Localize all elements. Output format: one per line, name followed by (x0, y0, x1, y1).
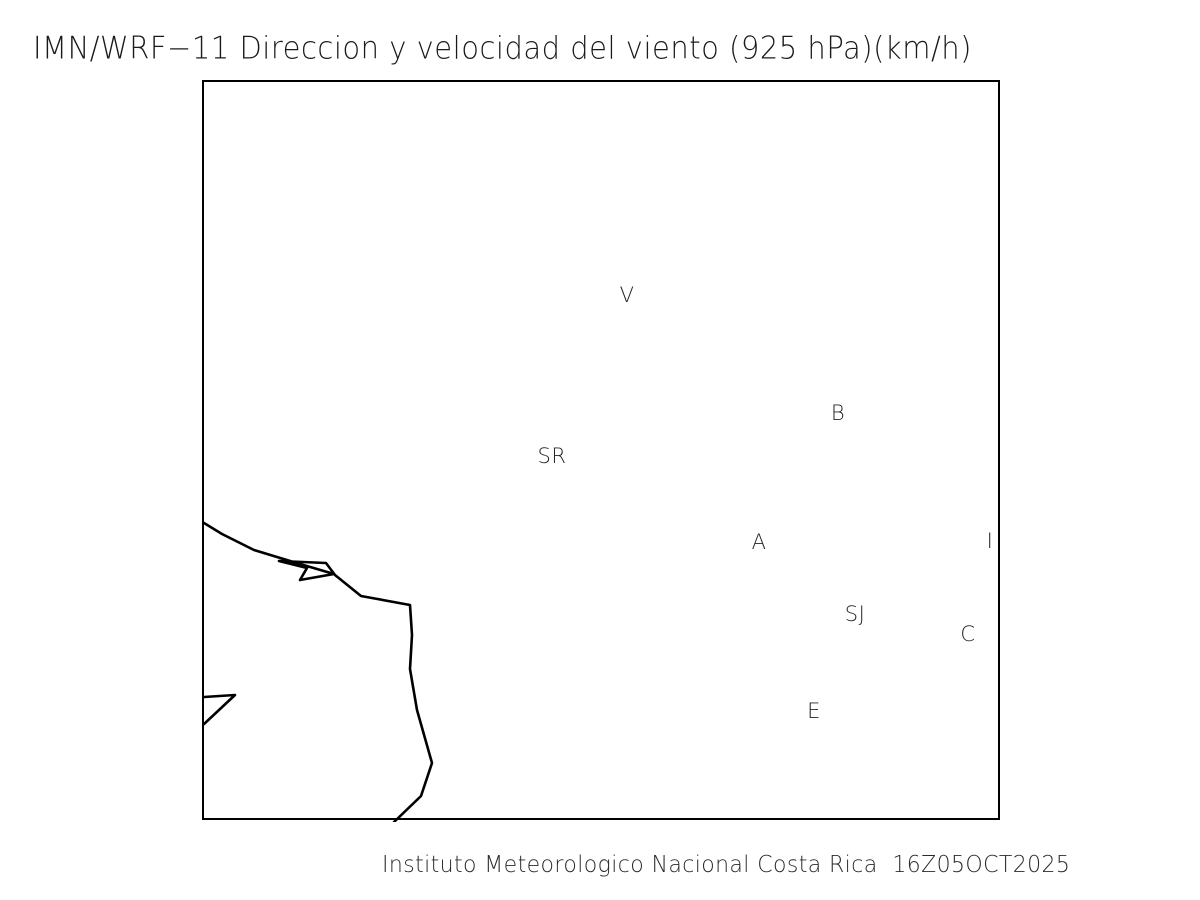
station-label-sr[interactable]: SR (537, 444, 567, 468)
station-label-c[interactable]: C (960, 622, 976, 646)
station-label-sj[interactable]: SJ (844, 602, 866, 626)
station-label-i[interactable]: I (986, 529, 994, 553)
island-coastline-path (204, 693, 237, 726)
station-label-a[interactable]: A (751, 530, 767, 554)
station-label-v[interactable]: V (619, 283, 635, 307)
coastline-layer (204, 521, 434, 822)
map-plot-area[interactable] (202, 80, 1000, 822)
coastline-path (204, 521, 434, 822)
chart-footer-attribution: Instituto Meteorologico Nacional Costa R… (382, 852, 1071, 878)
page-title: IMN/WRF−11 Direccion y velocidad del vie… (33, 30, 972, 67)
station-label-e[interactable]: E (807, 699, 821, 723)
station-label-b[interactable]: B (830, 401, 846, 425)
